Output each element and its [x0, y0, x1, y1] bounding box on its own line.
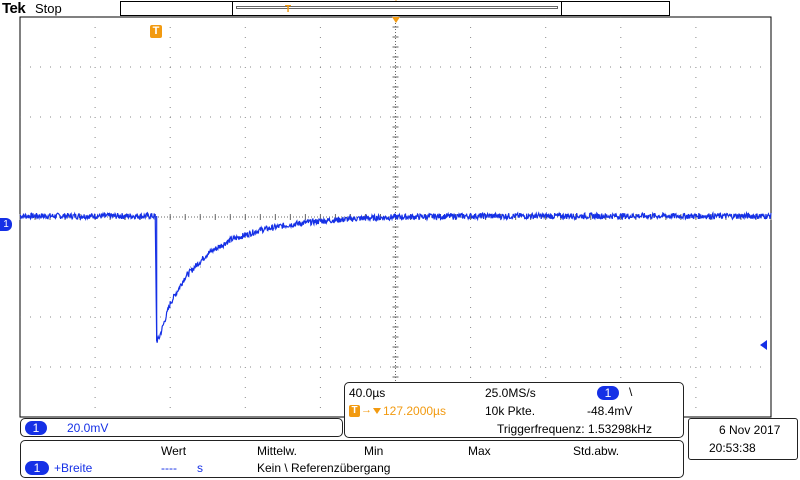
measurement-header-max: Max: [468, 444, 491, 458]
record-trigger-marker: T: [285, 4, 292, 15]
trigger-source-badge: 1: [597, 386, 619, 400]
channel1-trace: [19, 210, 772, 343]
measurement-panel[interactable]: Wert Mittelw. Min Max Std.abw. 1 +Breite…: [20, 440, 684, 478]
date-value: 6 Nov 2017: [719, 423, 781, 437]
measurement-header-value: Wert: [161, 444, 187, 458]
trigger-frequency-value: Triggerfrequenz: 1.53298kHz: [497, 422, 652, 436]
arrow-right-icon: →: [361, 404, 372, 416]
trigger-level-icon[interactable]: [760, 340, 767, 350]
view-window-track: [236, 6, 558, 9]
measurement-label: +Breite: [54, 461, 93, 475]
datetime-panel: 6 Nov 2017 20:53:38: [688, 418, 798, 460]
timebase-value: 40.0µs: [349, 386, 386, 400]
measurement-header-min: Min: [364, 444, 384, 458]
trigger-position-icon: T: [349, 405, 360, 417]
measurement-header-mean: Mittelw.: [257, 444, 298, 458]
channel1-scale-value: 20.0mV: [67, 421, 109, 435]
channel1-settings-panel[interactable]: 1 20.0mV: [20, 418, 343, 437]
trigger-down-icon: [373, 408, 381, 414]
time-value: 20:53:38: [709, 441, 756, 455]
acquisition-panel[interactable]: 40.0µs 25.0MS/s 1 \ T → 127.2000µs 10k P…: [344, 382, 684, 438]
sample-rate-value: 25.0MS/s: [485, 386, 536, 400]
acquisition-status: Stop: [35, 1, 62, 16]
expansion-point-icon: [392, 0, 400, 1]
trigger-slope-icon: \: [629, 385, 633, 399]
trigger-position-value: 127.2000µs: [383, 404, 446, 418]
measurement-note: Kein \ Referenzübergang: [257, 461, 391, 475]
channel1-badge: 1: [25, 421, 47, 435]
measurement-header-stddev: Std.abw.: [573, 444, 620, 458]
expansion-point-icon: [392, 17, 400, 23]
measurement-value: ----: [161, 461, 177, 475]
trigger-position-marker[interactable]: T: [150, 25, 162, 38]
measurement-channel-badge: 1: [25, 461, 49, 475]
measurement-unit: s: [197, 461, 203, 475]
tek-logo: Tek: [2, 0, 26, 17]
channel1-ground-marker[interactable]: 1: [0, 218, 12, 231]
record-length-value: 10k Pkte.: [485, 404, 536, 418]
view-window[interactable]: [232, 1, 562, 16]
trigger-level-value: -48.4mV: [587, 404, 633, 418]
